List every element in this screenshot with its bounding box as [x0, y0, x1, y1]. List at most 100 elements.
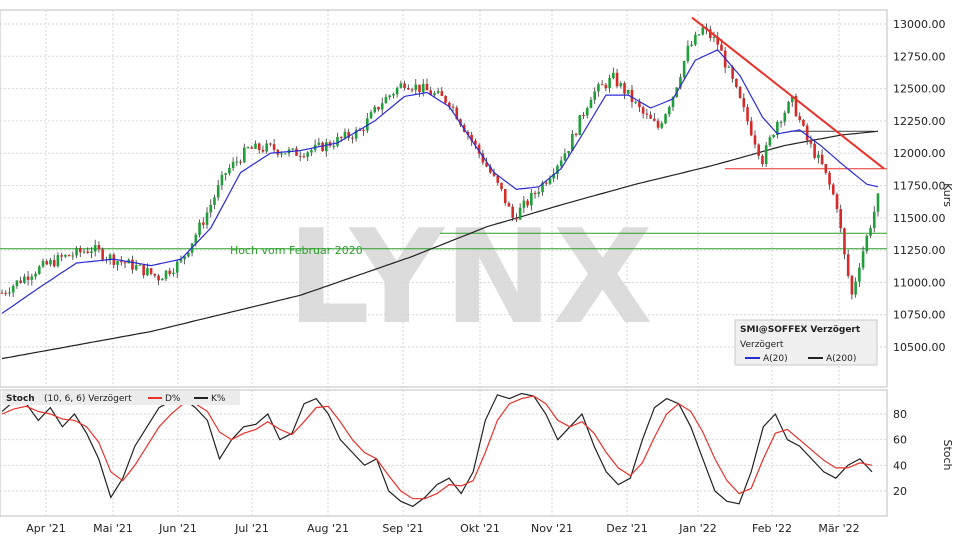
candle-body: [310, 150, 313, 153]
price-grid: [0, 10, 887, 387]
candle-body: [209, 204, 213, 213]
candle-body: [49, 260, 52, 265]
candle-body: [604, 84, 608, 89]
candle-body: [820, 154, 824, 165]
candle-body: [351, 137, 354, 139]
candle-body: [272, 144, 276, 150]
price-tick-label: 10500.00: [893, 341, 946, 354]
candle-body: [761, 155, 764, 165]
candle-body: [19, 280, 22, 283]
candle-body: [366, 118, 369, 131]
candle-body: [544, 182, 548, 184]
candle-body: [198, 222, 201, 235]
candle-body: [489, 166, 492, 173]
candle-body: [37, 266, 41, 274]
candle-body: [548, 178, 552, 184]
candle-body: [667, 107, 671, 115]
candle-body: [664, 114, 667, 124]
x-tick-label: Mai '21: [93, 522, 133, 535]
stoch-tick-label: 20: [893, 485, 907, 498]
candle-body: [321, 142, 324, 152]
price-tick-label: 12000.00: [893, 147, 946, 160]
candle-body: [507, 203, 511, 207]
price-tick-label: 10750.00: [893, 309, 946, 322]
watermark-text: LYNX: [287, 201, 653, 353]
candle-body: [369, 112, 373, 119]
candle-body: [526, 200, 529, 206]
candle-body: [410, 89, 414, 91]
candle-body: [619, 83, 623, 87]
candle-body: [686, 45, 690, 62]
candle-body: [362, 129, 365, 131]
candle-body: [500, 182, 503, 189]
candle-body: [824, 164, 828, 173]
stoch-params: (10, 6, 6) Verzögert: [44, 394, 132, 404]
y-tick-labels: 10500.00 10750.00 11000.00 11250.00 11500.00…: [893, 18, 946, 498]
candle-body: [537, 192, 541, 194]
candle-body: [175, 261, 179, 273]
horizontal-lines: [0, 130, 887, 250]
price-tick-label: 11000.00: [893, 276, 946, 289]
candle-body: [805, 125, 809, 141]
candle-body: [4, 292, 8, 294]
candle-body: [817, 154, 820, 158]
candle-body: [865, 235, 869, 252]
candle-body: [608, 78, 611, 89]
x-tick-label: Sep '21: [382, 522, 423, 535]
candle-body: [142, 264, 145, 276]
candle-body: [317, 142, 321, 145]
candle-body: [224, 173, 227, 175]
candle-body: [52, 260, 56, 267]
candle-body: [265, 143, 268, 152]
candle-body: [235, 161, 239, 163]
trendline-group: [691, 16, 885, 170]
candle-body: [492, 172, 496, 176]
candle-body: [585, 108, 589, 116]
x-tick-label: Jan '22: [678, 522, 716, 535]
candle-body: [239, 161, 242, 163]
candle-body: [567, 150, 570, 154]
candle-body: [552, 174, 555, 179]
candle-body: [869, 228, 872, 236]
candle-body: [794, 96, 798, 117]
candle-body: [157, 275, 160, 281]
candle-body: [753, 135, 757, 145]
candle-body: [45, 261, 49, 265]
candle-body: [231, 161, 235, 169]
candle-body: [638, 101, 641, 108]
candle-body: [291, 148, 295, 150]
candle-body: [470, 134, 473, 141]
candle-body: [421, 83, 425, 93]
candle-body: [626, 89, 630, 94]
candle-body: [332, 145, 336, 147]
candle-body: [615, 72, 619, 87]
candle-body: [671, 96, 675, 108]
candle-body: [645, 113, 649, 115]
stoch-line-D: [1, 395, 873, 500]
candle-body: [772, 134, 775, 138]
candle-body: [731, 66, 734, 79]
x-tick-label: Okt '21: [460, 522, 500, 535]
candle-body: [64, 254, 67, 257]
candle-body: [261, 149, 265, 152]
candle-body: [23, 276, 26, 283]
candle-body: [701, 27, 705, 35]
ma200-line: [1, 130, 879, 360]
candle-body: [149, 268, 153, 274]
candle-body: [418, 84, 421, 93]
candle-body: [168, 270, 172, 275]
candle-body: [556, 165, 559, 175]
candle-body: [216, 185, 220, 198]
ma20-line: [1, 49, 879, 314]
price-panel-frame: [0, 9, 888, 388]
candle-body: [433, 93, 436, 96]
ma200-line-group: [1, 130, 879, 360]
candle-body: [563, 153, 567, 161]
candle-body: [41, 261, 45, 267]
candle-body: [93, 245, 97, 252]
candle-body: [802, 119, 805, 126]
candle-body: [425, 83, 429, 91]
candle-body: [738, 86, 742, 99]
candle-body: [377, 106, 380, 110]
x-tick-label: Apr '21: [26, 522, 66, 535]
